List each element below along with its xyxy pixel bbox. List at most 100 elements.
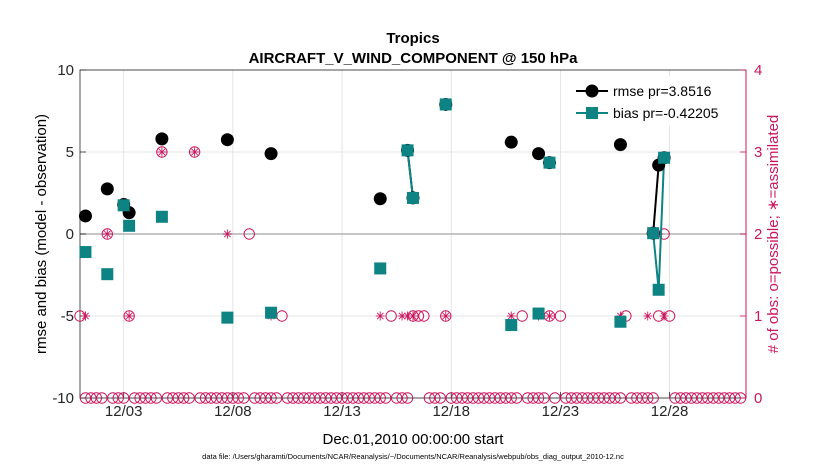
legend-rmse-label: rmse pr=3.8516 xyxy=(613,83,712,99)
obs-possible-marker xyxy=(238,392,250,404)
obs-possible-marker xyxy=(385,310,397,322)
obs-possible-marker xyxy=(636,392,648,404)
obs-possible-marker xyxy=(205,392,217,404)
obs-possible-marker xyxy=(723,392,736,404)
bias-point xyxy=(221,311,234,324)
y2-tick-label: 4 xyxy=(754,62,762,79)
obs-assimilated-marker xyxy=(659,311,669,321)
x-axis: 12/03 12/08 12/13 12/18 12/23 12/28 xyxy=(105,392,688,420)
rmse-point xyxy=(613,138,627,152)
bias-point xyxy=(439,98,452,111)
footnote: data file: /Users/gharamti/Documents/NCA… xyxy=(202,452,624,461)
obs-possible-marker xyxy=(330,392,343,404)
obs-assimilated-stroke xyxy=(81,312,89,320)
bias-point xyxy=(374,262,387,275)
obs-possible-marker xyxy=(713,392,725,404)
y2-tick-label: 3 xyxy=(754,144,762,161)
obs-possible-marker xyxy=(352,392,365,404)
obs-possible-marker xyxy=(183,392,195,404)
obs-assimilated-stroke xyxy=(442,312,450,320)
obs-possible-marker xyxy=(489,392,501,404)
bias-point xyxy=(658,151,671,164)
obs-possible-marker xyxy=(680,392,692,404)
obs-assimilated-marker xyxy=(408,311,418,321)
rmse-point xyxy=(100,182,114,196)
rmse-point xyxy=(373,192,387,206)
obs-assimilated-stroke xyxy=(398,312,406,320)
obs-possible-marker xyxy=(341,392,354,404)
y-tick-label: -5 xyxy=(61,308,74,325)
legend: rmse pr=3.8516 bias pr=-0.42205 xyxy=(570,76,745,126)
obs-possible-marker xyxy=(609,392,621,404)
obs-possible-marker xyxy=(243,228,255,240)
obs-assimilated-marker xyxy=(190,147,200,157)
obs-possible-marker xyxy=(167,392,179,404)
obs-possible-marker xyxy=(265,392,277,404)
obs-possible-marker xyxy=(423,392,436,404)
rmse-point xyxy=(220,133,234,147)
obs-possible-marker xyxy=(216,392,228,404)
obs-assimilated-stroke xyxy=(103,230,111,238)
obs-possible-marker xyxy=(472,392,485,404)
obs-possible-marker xyxy=(96,392,108,404)
obs-possible-marker xyxy=(123,310,135,322)
obs-possible-marker xyxy=(718,392,730,404)
obs-possible-marker xyxy=(642,392,654,404)
obs-assimilated-marker xyxy=(643,311,653,321)
obs-possible-marker xyxy=(429,392,441,404)
obs-assimilated-marker xyxy=(403,311,413,321)
obs-possible-marker xyxy=(396,392,408,404)
obs-possible-marker xyxy=(90,392,103,404)
obs-possible-marker xyxy=(101,228,113,240)
obs-possible-marker xyxy=(374,392,386,404)
obs-possible-marker xyxy=(467,392,479,404)
obs-assimilated-stroke xyxy=(660,312,668,320)
obs-possible-marker xyxy=(210,392,223,404)
obs-assimilated-marker xyxy=(222,229,232,239)
chart-title: Tropics xyxy=(386,30,439,47)
obs-possible-marker xyxy=(532,392,545,404)
obs-possible-marker xyxy=(450,392,463,404)
y-tick-label: 10 xyxy=(57,62,74,79)
rmse-point xyxy=(264,147,278,161)
obs-possible-marker xyxy=(390,392,403,404)
obs-possible-marker xyxy=(549,392,561,404)
obs-assimilated-marker xyxy=(102,229,112,239)
obs-possible-marker xyxy=(669,392,681,404)
obs-assimilated-marker xyxy=(506,311,516,321)
bias-point xyxy=(543,156,556,169)
obs-possible-marker xyxy=(456,392,468,404)
obs-possible-marker xyxy=(85,392,97,404)
obs-possible-marker xyxy=(199,392,212,404)
obs-possible-marker xyxy=(702,392,714,404)
bias-point xyxy=(647,227,660,240)
obs-possible-marker xyxy=(161,392,174,404)
obs-possible-marker xyxy=(505,392,517,404)
obs-possible-marker xyxy=(625,392,638,404)
obs-possible-marker xyxy=(707,392,719,404)
obs-possible-marker xyxy=(734,392,747,404)
obs-possible-marker xyxy=(172,392,184,404)
bias-point xyxy=(401,144,414,157)
obs-possible-marker xyxy=(478,392,490,404)
obs-possible-marker xyxy=(139,392,152,404)
obs-possible-marker xyxy=(259,392,272,404)
obs-assimilated-stroke xyxy=(158,148,166,156)
obs-possible-marker xyxy=(494,392,507,404)
y-tick-label: 5 xyxy=(66,144,74,161)
obs-possible-marker xyxy=(227,392,239,404)
obs-possible-marker xyxy=(571,392,583,404)
obs-possible-marker xyxy=(527,392,539,404)
obs-assimilated-marker xyxy=(441,311,451,321)
obs-assimilated-marker xyxy=(544,311,554,321)
obs-possible-marker xyxy=(729,392,741,404)
obs-possible-marker xyxy=(254,392,266,404)
obs-possible-marker xyxy=(461,392,474,404)
obs-possible-marker xyxy=(598,392,610,404)
obs-possible-marker xyxy=(319,392,332,404)
rmse-point xyxy=(504,135,518,149)
obs-assimilated-stroke xyxy=(404,312,412,320)
obs-possible-marker xyxy=(691,392,703,404)
bias-point xyxy=(117,199,130,212)
